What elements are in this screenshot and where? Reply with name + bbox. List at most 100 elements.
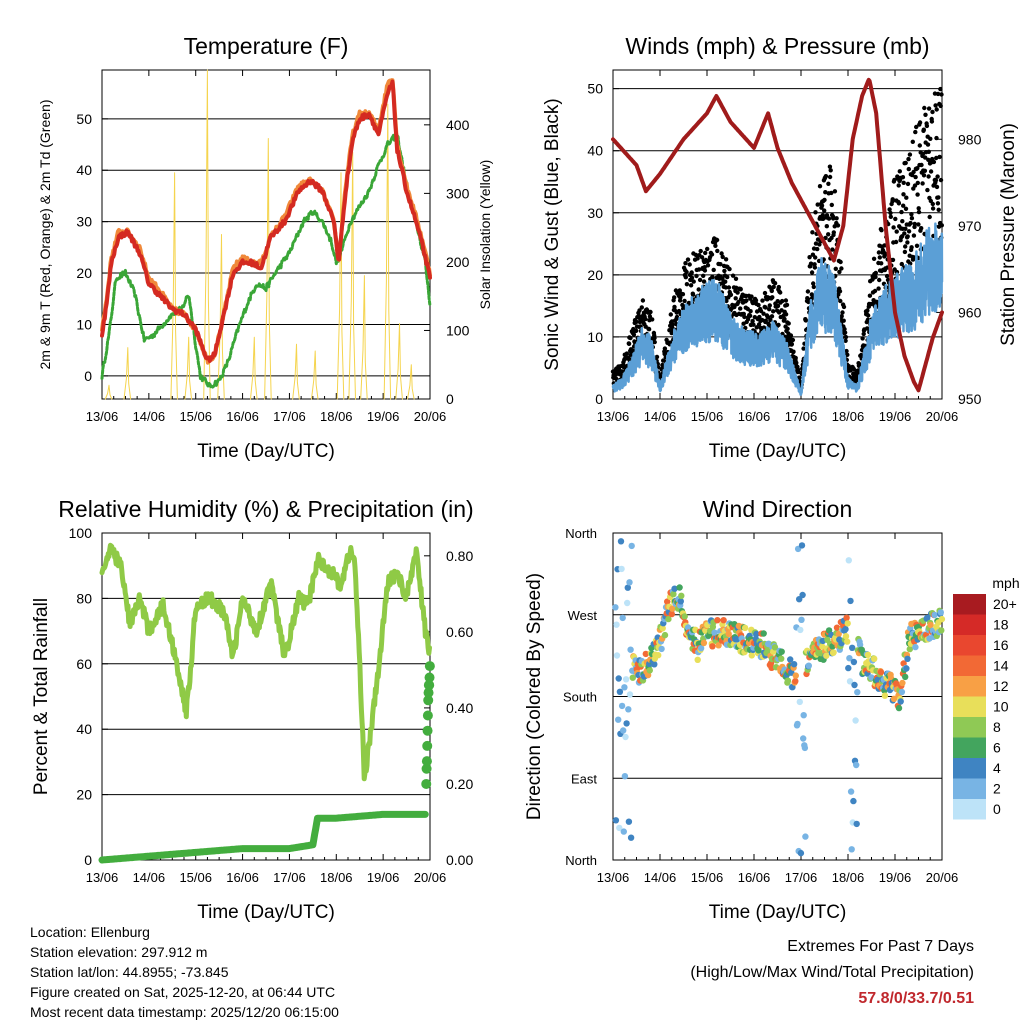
solar-insolation-spike (311, 350, 319, 400)
gust-point (936, 195, 941, 200)
gust-point (919, 226, 924, 231)
gust-point (744, 298, 749, 303)
gust-point (839, 314, 844, 319)
gust-point (930, 201, 935, 207)
direction-point (877, 669, 885, 676)
direction-point (864, 651, 872, 658)
direction-point (790, 661, 798, 668)
speed-legend-label: 6 (993, 740, 1001, 756)
gust-point (709, 252, 715, 257)
gust-point (829, 190, 834, 196)
gust-point (636, 313, 642, 319)
gust-point (909, 212, 914, 217)
direction-point (612, 817, 620, 824)
speed-legend-label: 8 (993, 719, 1001, 735)
gust-point (767, 303, 772, 308)
direction-point (902, 673, 909, 681)
panel2-ytick-label: 0 (595, 391, 603, 407)
panel4-ytick-label: East (571, 771, 597, 786)
solar-insolation-spike (170, 172, 178, 400)
solar-insolation-spike (184, 336, 192, 400)
direction-point (852, 717, 859, 724)
panel3-y2tick-label: 0.80 (446, 548, 473, 564)
gust-point (827, 174, 833, 180)
gust-point (769, 314, 775, 319)
gust-point (891, 225, 896, 230)
gust-point (900, 175, 906, 180)
direction-point (898, 688, 906, 696)
direction-point (618, 702, 626, 710)
panel4-ytick-label: South (563, 690, 597, 705)
direction-point (624, 584, 631, 591)
gust-point (826, 181, 831, 186)
direction-point (613, 652, 621, 659)
panel4-xtick-label: 17/06 (785, 870, 818, 885)
gust-point (934, 135, 939, 141)
panel3-xlabel: Time (Day/UTC) (197, 902, 335, 923)
latlon-text: Station lat/lon: 44.8955; -73.845 (30, 964, 229, 980)
gust-point (865, 308, 870, 313)
gust-point (830, 247, 835, 252)
gust-point (735, 290, 740, 295)
direction-point (794, 720, 801, 728)
panel2-ytick-label: 20 (587, 267, 603, 283)
gust-point (626, 356, 631, 361)
gust-point (718, 262, 723, 267)
direction-point (849, 644, 856, 651)
gust-point (834, 216, 839, 221)
gust-point (913, 129, 918, 135)
gust-point (648, 309, 653, 315)
gust-point (923, 112, 928, 118)
extremes-summary: Extremes For Past 7 Days (High/Low/Max W… (690, 934, 974, 1012)
gust-point (684, 269, 689, 275)
panel3-xtick-label: 17/06 (273, 870, 306, 885)
speed-legend-swatch (953, 635, 986, 656)
direction-point (617, 538, 625, 545)
gust-point (760, 298, 765, 303)
gust-point (934, 107, 939, 112)
gust-point (915, 192, 920, 197)
direction-point (615, 675, 622, 682)
panel3-xtick-label: 13/06 (86, 870, 119, 885)
precipitation-point (424, 661, 435, 672)
gust-point (831, 230, 836, 235)
gust-point (876, 286, 881, 291)
direction-point (845, 557, 852, 564)
gust-point (861, 331, 866, 337)
direction-points (612, 538, 946, 857)
gust-point (796, 369, 801, 375)
direction-point (700, 639, 708, 647)
gust-point (685, 257, 691, 262)
gust-point (763, 318, 768, 323)
speed-legend-label: 20+ (993, 596, 1017, 612)
gust-point (783, 312, 789, 317)
direction-point (677, 598, 684, 605)
gust-point (899, 261, 904, 267)
gust-point (791, 349, 796, 354)
direction-point (847, 597, 854, 605)
gust-point (924, 123, 930, 129)
gust-point (900, 219, 905, 224)
direction-point (823, 652, 830, 659)
gust-point (698, 248, 703, 254)
gust-point (813, 210, 818, 215)
direction-point (904, 655, 911, 662)
gust-point (841, 304, 847, 310)
gust-point (646, 327, 652, 332)
direction-point (651, 661, 658, 668)
location-text: Location: Ellenburg (30, 924, 150, 940)
panel2-ytick-label: 50 (587, 81, 603, 97)
gust-point (682, 298, 687, 304)
gust-point (882, 251, 888, 256)
gust-point (916, 206, 921, 211)
gust-point (654, 354, 660, 360)
gust-point (909, 245, 914, 250)
gust-point (720, 254, 725, 260)
direction-point (798, 616, 805, 623)
gust-point (730, 273, 736, 278)
gust-point (896, 183, 901, 188)
gust-point (637, 308, 642, 313)
gust-point (842, 326, 847, 332)
gust-point (749, 294, 754, 299)
gust-point (910, 139, 915, 144)
